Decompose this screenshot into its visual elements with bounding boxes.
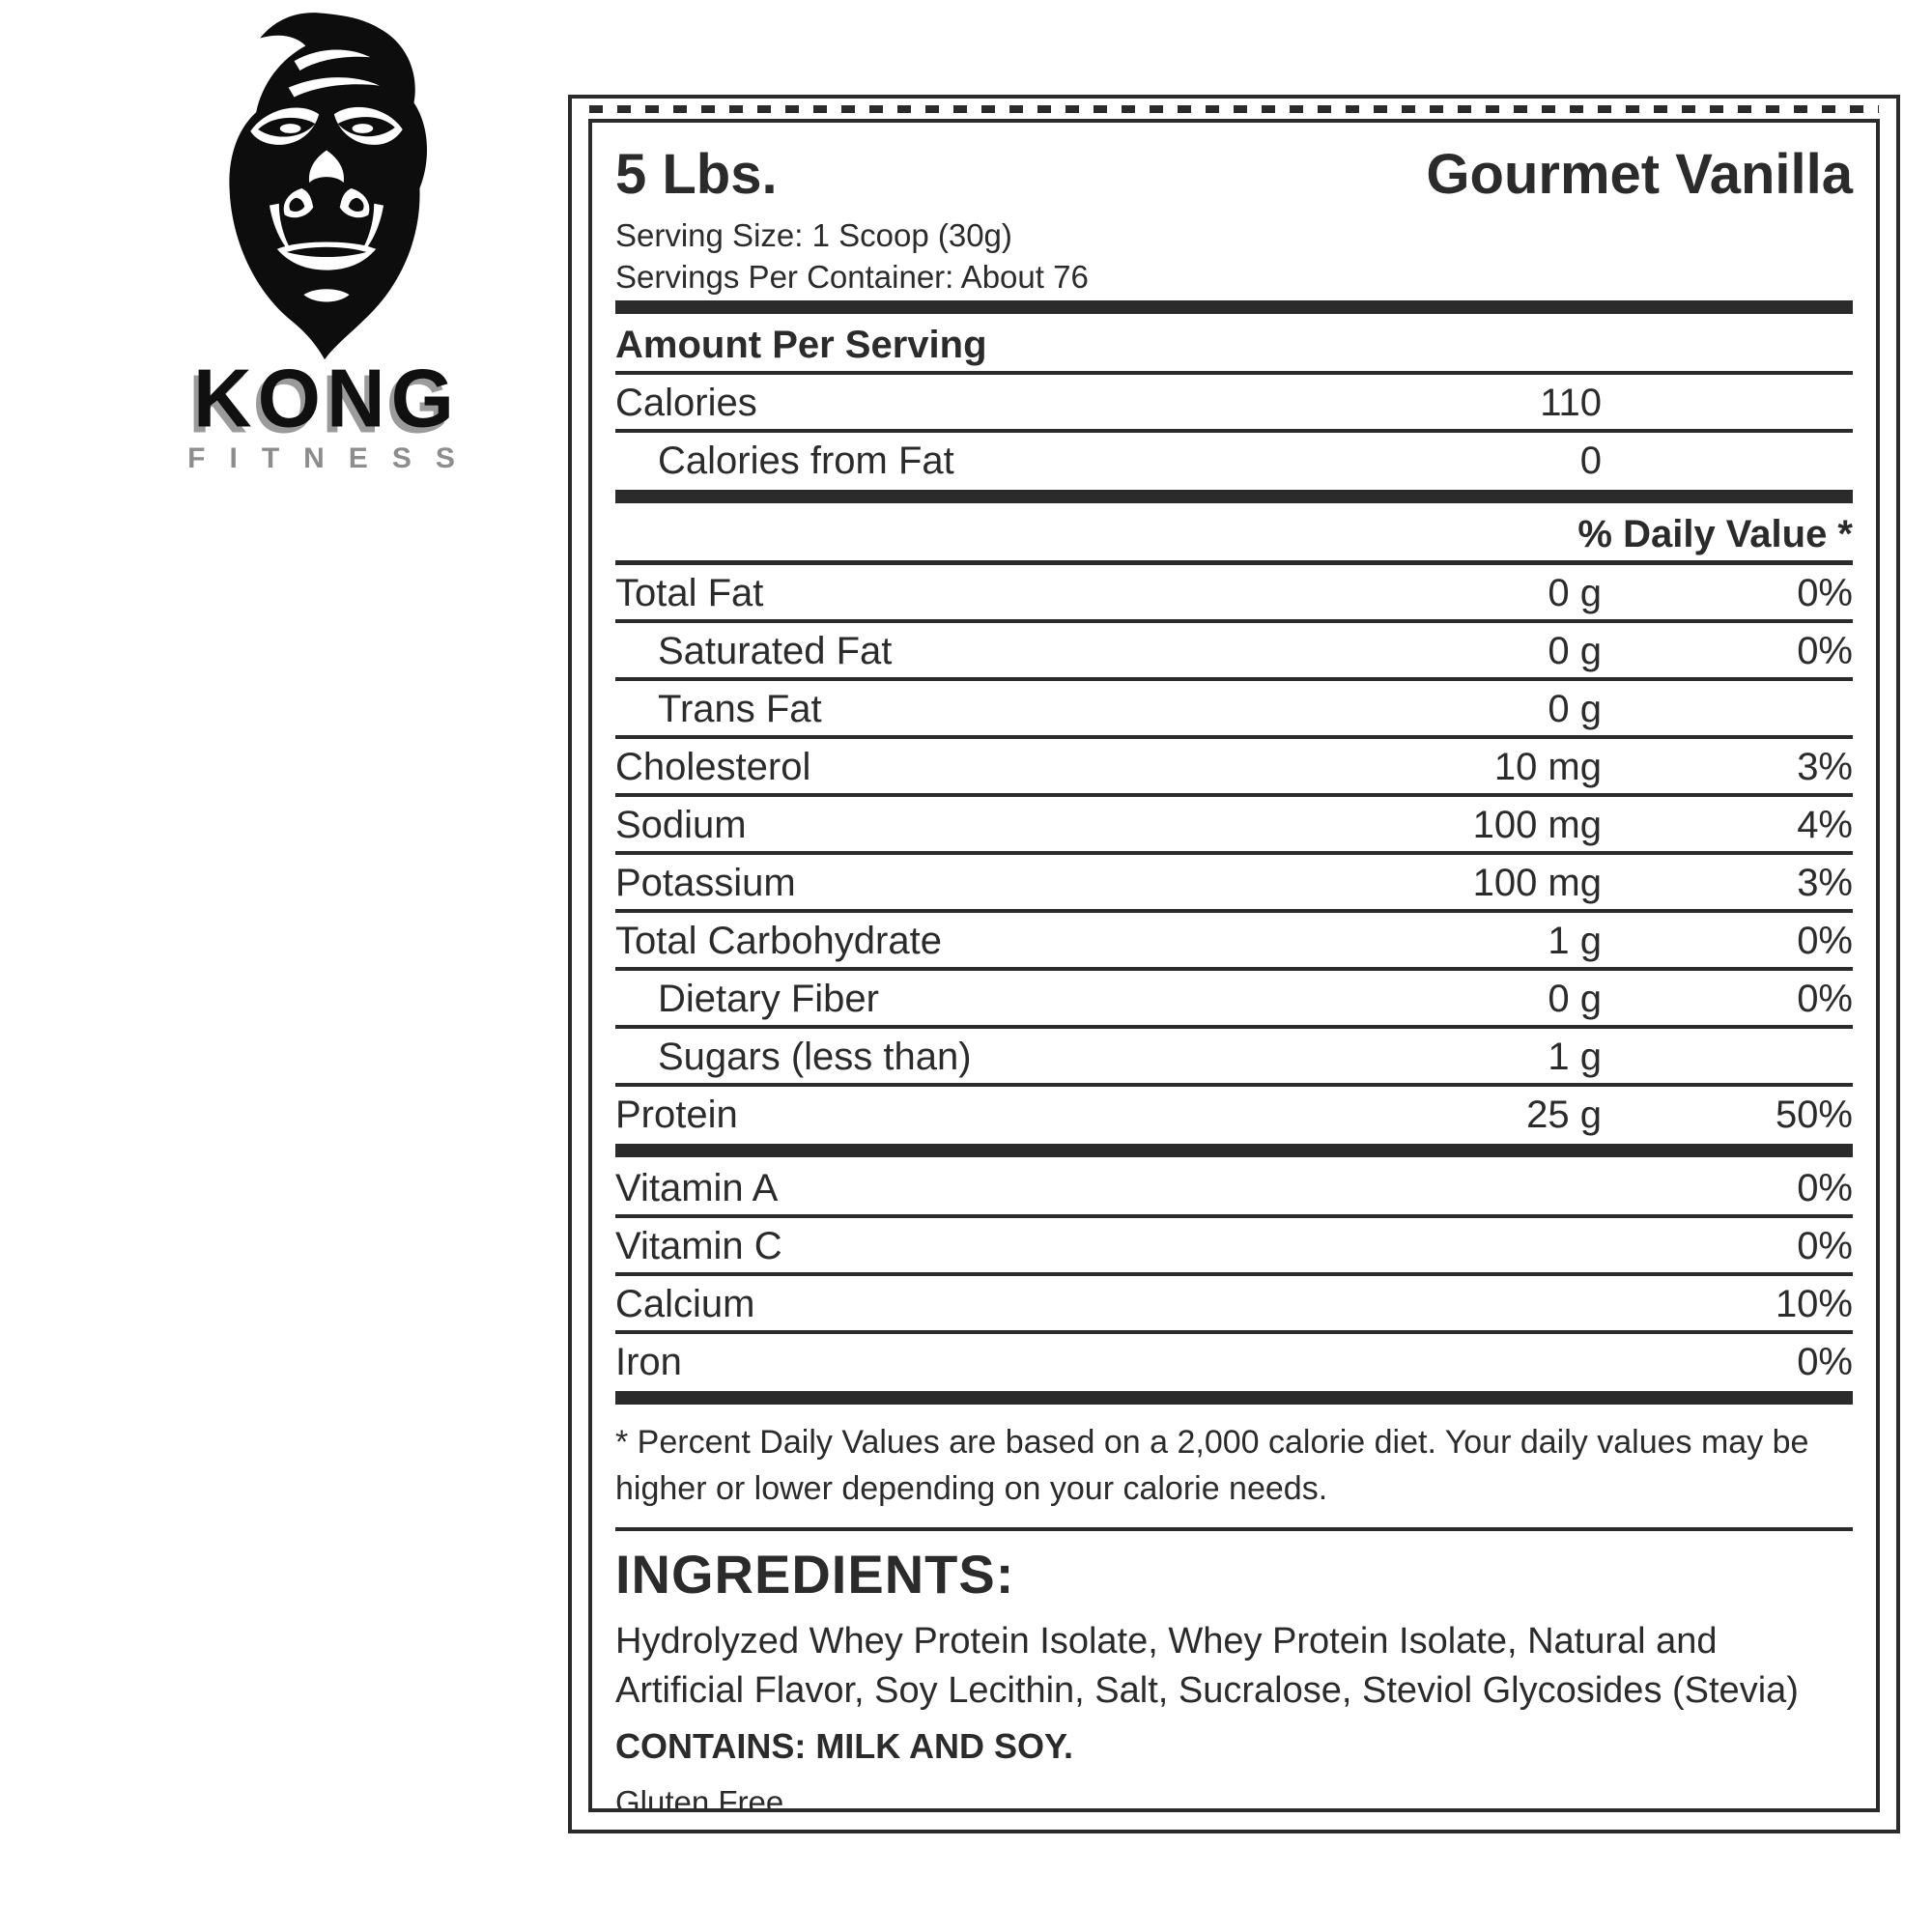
nutrient-daily-value: 3% (1797, 861, 1853, 904)
nutrient-amount: 100 mg (1472, 861, 1602, 904)
nutrition-facts-panel: 5 Lbs. Gourmet Vanilla Serving Size: 1 S… (568, 95, 1900, 1833)
ingredients-list: Hydrolyzed Whey Protein Isolate, Whey Pr… (615, 1621, 1799, 1711)
allergen-statement: CONTAINS: MILK AND SOY. (615, 1725, 1073, 1766)
nutrient-amount: 25 g (1526, 1093, 1602, 1136)
nutrient-row: Sodium 100 mg 4% (615, 797, 1853, 855)
panel-header: 5 Lbs. Gourmet Vanilla (615, 144, 1853, 206)
gluten-free-note: Gluten Free (615, 1783, 784, 1812)
nutrition-facts-inner-box: 5 Lbs. Gourmet Vanilla Serving Size: 1 S… (588, 119, 1880, 1812)
nutrient-daily-value: 10% (1775, 1282, 1853, 1325)
nutrient-daily-value: 0% (1797, 571, 1853, 614)
nutrient-daily-value: 0% (1797, 1340, 1853, 1383)
brand-tagline: FITNESS (187, 442, 479, 474)
daily-value-footnote: * Percent Daily Values are based on a 2,… (615, 1407, 1853, 1532)
product-flavor: Gourmet Vanilla (1426, 143, 1853, 206)
nutrient-row: Calcium 10% (615, 1276, 1853, 1334)
brand-name: KONG (193, 352, 460, 444)
nutrient-daily-value: 0% (1797, 977, 1853, 1020)
nutrient-label: % Daily Value * (1577, 512, 1853, 555)
nutrient-row: Cholesterol 10 mg 3% (615, 739, 1853, 797)
nutrient-table: Amount Per Serving Calories 110 Calories fr… (615, 299, 1853, 1405)
nutrient-row: Vitamin A 0% (615, 1160, 1853, 1218)
nutrient-daily-value: 0% (1797, 629, 1853, 672)
serving-size: Serving Size: 1 Scoop (30g) (615, 216, 1012, 253)
nutrient-label: Dietary Fiber (658, 977, 879, 1020)
nutrient-daily-value: 0% (1797, 1224, 1853, 1267)
gorilla-head-icon (229, 13, 428, 360)
nutrient-label: Saturated Fat (658, 629, 893, 672)
thick-divider-bar (615, 1143, 1853, 1157)
thick-divider-bar (615, 489, 1853, 503)
nutrient-amount: 1 g (1548, 1035, 1602, 1078)
nutrient-row: Vitamin C 0% (615, 1218, 1853, 1276)
nutrient-row: Calories 110 (615, 375, 1853, 433)
nutrient-daily-value: 50% (1775, 1093, 1853, 1136)
nutrient-amount: 0 (1579, 439, 1602, 482)
nutrient-label: Calories (615, 381, 757, 424)
nutrient-daily-value: 4% (1797, 803, 1853, 846)
nutrient-label: Sodium (615, 803, 747, 846)
nutrient-label: Sugars (less than) (658, 1035, 972, 1078)
thick-divider-bar (615, 1390, 1853, 1405)
nutrient-label: Potassium (615, 861, 796, 904)
nutrient-row: Total Fat 0 g 0% (615, 565, 1853, 623)
nutrient-label: Cholesterol (615, 745, 811, 788)
brand-logo: KONG FITNESS (172, 10, 481, 475)
nutrient-label: Calories from Fat (658, 439, 954, 482)
nutrient-label: Trans Fat (658, 687, 822, 730)
nutrient-row: Sugars (less than) 1 g (615, 1029, 1853, 1087)
dashed-divider (589, 105, 1879, 113)
thick-divider-bar (615, 299, 1853, 314)
nutrient-amount: 100 mg (1472, 803, 1602, 846)
nutrient-amount: 1 g (1548, 919, 1602, 962)
nutrient-label: Protein (615, 1093, 738, 1136)
nutrient-row: Iron 0% (615, 1334, 1853, 1388)
nutrient-label: Calcium (615, 1282, 755, 1325)
nutrient-daily-value: 0% (1797, 1166, 1853, 1209)
daily-value-heading: % Daily Value * (615, 506, 1853, 565)
nutrient-row: Protein 25 g 50% (615, 1087, 1853, 1141)
product-size: 5 Lbs. (615, 143, 778, 206)
amount-per-serving-heading: Amount Per Serving (615, 317, 1853, 375)
nutrient-amount: 10 mg (1493, 745, 1602, 788)
nutrient-row: Calories from Fat 0 (615, 433, 1853, 487)
nutrient-amount: 110 (1540, 381, 1602, 424)
nutrient-label: Vitamin A (615, 1166, 779, 1209)
nutrient-amount: 0 g (1548, 571, 1602, 614)
nutrient-row: Total Carbohydrate 1 g 0% (615, 913, 1853, 971)
nutrient-amount: 0 g (1548, 977, 1602, 1020)
nutrient-row: Dietary Fiber 0 g 0% (615, 971, 1853, 1029)
nutrient-amount: 0 g (1548, 629, 1602, 672)
nutrient-row: Potassium 100 mg 3% (615, 855, 1853, 913)
nutrient-label: Vitamin C (615, 1224, 782, 1267)
nutrient-daily-value: 3% (1797, 745, 1853, 788)
nutrient-row: Saturated Fat 0 g 0% (615, 623, 1853, 681)
nutrient-amount: 0 g (1548, 687, 1602, 730)
nutrient-label: Amount Per Serving (615, 323, 987, 366)
nutrient-label: Total Carbohydrate (615, 919, 942, 962)
nutrient-label: Total Fat (615, 571, 764, 614)
nutrient-row: Trans Fat 0 g (615, 681, 1853, 739)
nutrient-daily-value: 0% (1797, 919, 1853, 962)
ingredients-heading: INGREDIENTS: (615, 1544, 1015, 1605)
servings-per-container: Servings Per Container: About 76 (615, 259, 1089, 296)
nutrient-label: Iron (615, 1340, 682, 1383)
